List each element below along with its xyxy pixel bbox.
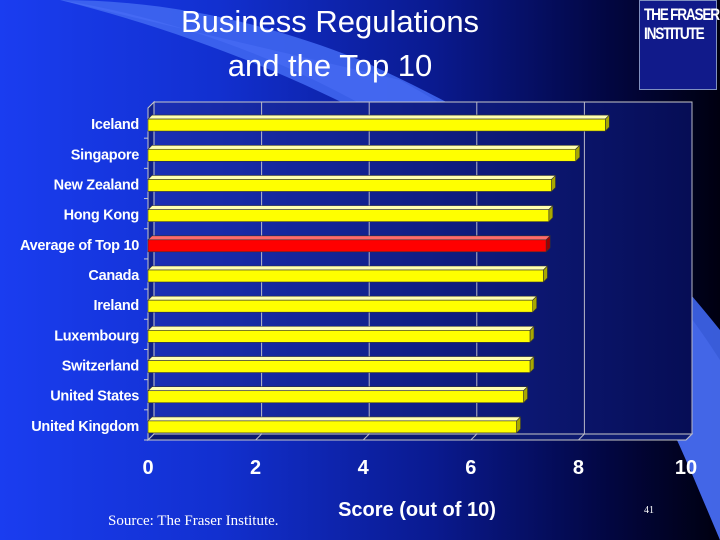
bar-top [147, 114, 611, 120]
bar-highlight [147, 235, 551, 253]
x-tick-label: 2 [250, 457, 261, 479]
bar [147, 114, 611, 132]
bar-top [147, 295, 538, 301]
y-tick-label: Luxembourg [54, 328, 139, 344]
bar [147, 416, 522, 434]
bar-top [147, 326, 535, 331]
y-tick-label: Switzerland [62, 359, 139, 375]
x-tick-label: 8 [573, 457, 584, 479]
gridline-foot [685, 433, 693, 441]
y-tick-label: Ireland [94, 298, 139, 314]
gridline-foot [255, 433, 262, 441]
x-tick-label: 10 [675, 457, 697, 479]
gridline-foot [470, 433, 478, 441]
bar [147, 204, 554, 223]
title-line-2: and the Top 10 [227, 48, 433, 83]
plot-area-floor [146, 433, 694, 441]
bar-top [147, 175, 557, 180]
bar-face [147, 360, 531, 373]
bar-face [147, 239, 547, 253]
bar-face [147, 269, 544, 283]
bar-top [147, 356, 535, 361]
bar [147, 295, 538, 313]
bar [147, 325, 535, 344]
bar-top [147, 386, 529, 392]
x-tick-label: 0 [142, 457, 153, 479]
bar [147, 174, 557, 193]
page-number: 41 [644, 505, 654, 516]
bar-top [147, 205, 554, 210]
gridline-foot [147, 433, 155, 441]
y-tick-label: Average of Top 10 [20, 238, 139, 254]
y-tick-label: New Zealand [54, 177, 139, 193]
bar-face [147, 330, 531, 343]
bar [147, 355, 535, 374]
bar-top [147, 235, 551, 241]
bar-top [147, 416, 522, 422]
x-axis-label: Score (out of 10) [338, 499, 496, 521]
gridline-foot [362, 433, 370, 441]
y-tick-label: Singapore [71, 147, 139, 163]
source-note: Source: The Fraser Institute. [108, 513, 279, 529]
y-tick-label: Iceland [91, 117, 139, 133]
slide-title: Business Regulations and the Top 10 [120, 0, 540, 88]
bar [147, 265, 549, 283]
x-tick-label: 6 [465, 457, 476, 479]
y-tick-label: Canada [88, 268, 140, 284]
bar-face [147, 299, 533, 313]
y-tick-label: United Kingdom [31, 419, 139, 435]
bar-face [147, 390, 524, 404]
bar-face [147, 209, 550, 222]
bar-face [147, 148, 577, 162]
x-tick-label: 4 [358, 457, 370, 479]
y-tick-label: Hong Kong [64, 208, 139, 224]
bar [147, 386, 529, 404]
y-tick-label: United States [50, 389, 139, 405]
bar [147, 144, 581, 162]
bar-top [147, 144, 581, 150]
title-line-1: Business Regulations [180, 4, 480, 39]
logo-line-2: INSTITUTE [644, 24, 705, 43]
bar-face [147, 420, 517, 434]
bar-top [147, 265, 549, 271]
bar-face [147, 118, 606, 132]
gridline-foot [578, 433, 585, 441]
fraser-institute-logo: THE FRASER INSTITUTE [639, 0, 720, 90]
bar-face [147, 179, 552, 192]
